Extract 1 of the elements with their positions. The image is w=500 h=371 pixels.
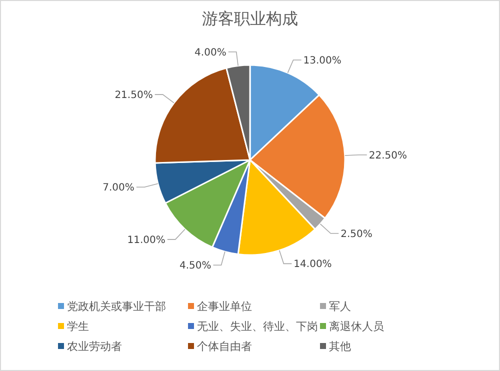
title: 游客职业构成 <box>202 9 298 28</box>
